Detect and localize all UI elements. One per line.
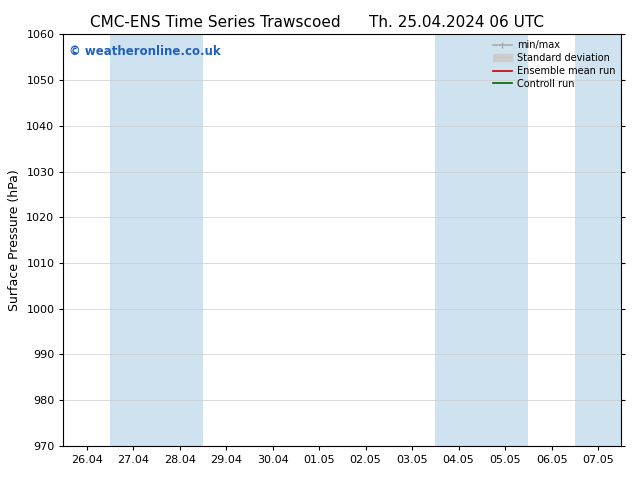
Text: CMC-ENS Time Series Trawscoed: CMC-ENS Time Series Trawscoed <box>90 15 341 30</box>
Bar <box>575 34 621 446</box>
Text: Th. 25.04.2024 06 UTC: Th. 25.04.2024 06 UTC <box>369 15 544 30</box>
Bar <box>436 34 528 446</box>
Y-axis label: Surface Pressure (hPa): Surface Pressure (hPa) <box>8 169 21 311</box>
Bar <box>110 34 203 446</box>
Text: © weatheronline.co.uk: © weatheronline.co.uk <box>69 45 221 58</box>
Legend: min/max, Standard deviation, Ensemble mean run, Controll run: min/max, Standard deviation, Ensemble me… <box>489 37 618 92</box>
